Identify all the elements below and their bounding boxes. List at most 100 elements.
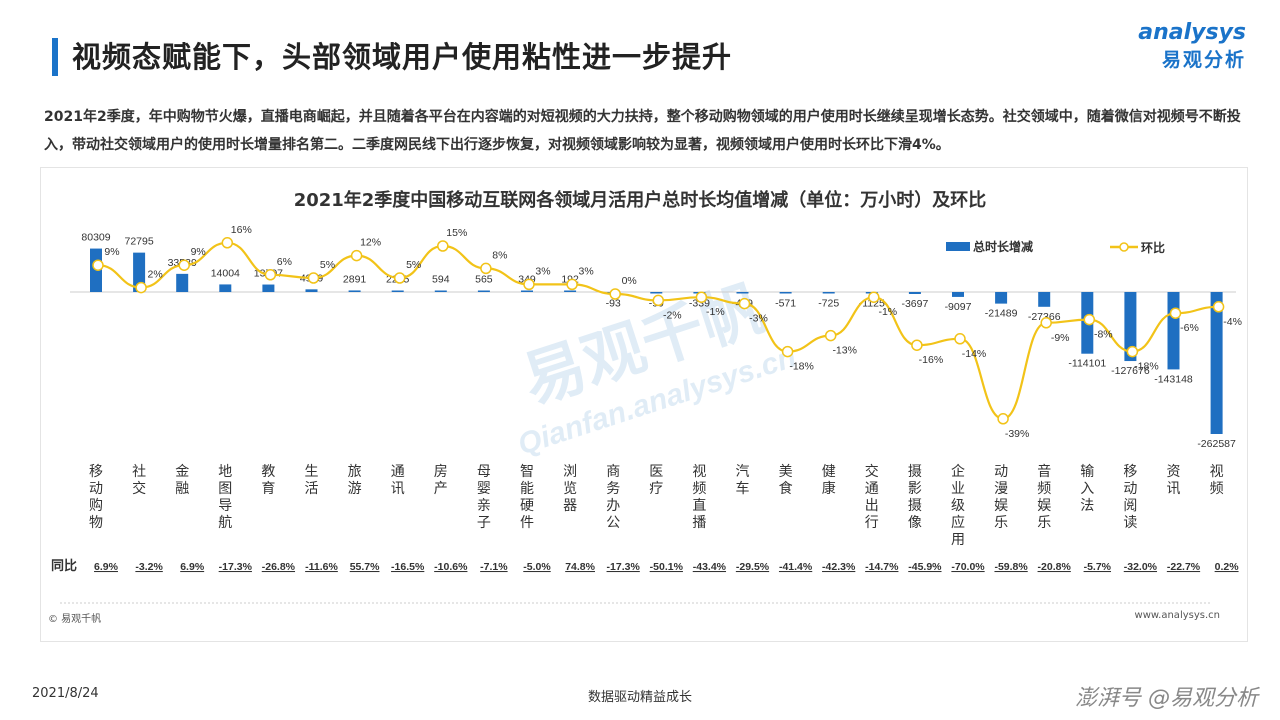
category-label-2: 金融 [175, 463, 189, 496]
yoy-value-1: -3.2% [135, 561, 163, 573]
category-label-21: 动漫娱乐 [994, 463, 1008, 530]
yoy-value-14: -43.4% [693, 561, 727, 573]
qoq-marker-22 [1040, 317, 1052, 329]
category-label-23: 输入法 [1080, 463, 1094, 513]
bar-value-label-6: 2891 [343, 273, 367, 285]
bar-value-label-21: -21489 [985, 308, 1018, 320]
category-label-12: 商务办公 [606, 463, 620, 530]
qoq-label-3: 16% [231, 224, 252, 236]
chart-panel [40, 167, 1248, 642]
qoq-label-8: 15% [446, 227, 467, 239]
description-text: 2021年2季度，年中购物节火爆，直播电商崛起，并且随着各平台在内容端的对短视频… [44, 109, 1241, 153]
chart-title: 2021年2季度中国移动互联网各领域月活用户总时长均值增减（单位：万小时）及环比 [293, 190, 987, 211]
bar-value-label-26: -262587 [1197, 438, 1236, 450]
category-label-17: 健康 [822, 463, 836, 496]
bar-19 [908, 292, 921, 294]
category-label-0: 移动购物 [89, 463, 103, 530]
category-label-1: 社交 [132, 463, 146, 496]
qoq-label-1: 2% [148, 269, 163, 281]
qoq-label-26: -4% [1223, 316, 1242, 328]
bar-value-label-22: -27366 [1028, 311, 1061, 323]
qoq-marker-19 [911, 339, 923, 351]
bar-value-label-8: 594 [432, 274, 450, 286]
category-label-16: 美食 [779, 463, 793, 496]
qoq-label-20: -14% [962, 348, 987, 360]
qoq-marker-25 [1169, 307, 1182, 319]
footer-date: 2021/8/24 [32, 686, 99, 701]
qoq-label-5: 5% [320, 259, 335, 271]
qoq-line [97, 241, 1219, 420]
category-label-4: 教育 [261, 463, 275, 496]
qoq-label-11: 3% [579, 265, 594, 277]
bar-value-label-3: 14004 [211, 267, 240, 279]
yoy-value-20: -70.0% [951, 561, 985, 573]
category-label-26: 视频 [1210, 463, 1224, 496]
category-label-15: 汽车 [736, 463, 750, 496]
yoy-value-21: -59.8% [994, 561, 1028, 573]
footer-brand: 澎湃号 @易观分析 [1075, 686, 1258, 711]
yoy-value-26: 0.2% [1215, 561, 1240, 573]
qoq-marker-26 [1212, 301, 1225, 313]
qoq-marker-10 [523, 278, 535, 291]
bar-2 [176, 273, 189, 292]
qoq-label-23: -8% [1094, 329, 1113, 341]
qoq-marker-11 [566, 278, 578, 291]
bar-24 [1124, 292, 1137, 362]
category-label-3: 地图导航 [218, 463, 232, 530]
legend-line-marker [1119, 242, 1129, 252]
bar-17 [822, 292, 835, 294]
qoq-marker-13 [652, 294, 665, 307]
yoy-value-16: -41.4% [779, 561, 813, 573]
qoq-marker-12 [609, 288, 621, 300]
qoq-label-0: 9% [104, 246, 119, 258]
bar-value-label-12: -93 [606, 298, 621, 310]
qoq-marker-1 [135, 281, 147, 294]
legend-bar-swatch [946, 242, 970, 251]
category-label-5: 生活 [305, 463, 319, 496]
category-label-7: 通讯 [391, 463, 405, 496]
bar-value-label-9: 565 [475, 274, 493, 286]
qoq-marker-15 [738, 297, 751, 310]
yoy-value-24: -32.0% [1124, 561, 1158, 573]
yoy-value-22: -20.8% [1038, 561, 1072, 573]
qoq-marker-17 [824, 329, 837, 342]
qoq-label-13: -2% [663, 309, 682, 321]
qoq-label-21: -39% [1005, 428, 1030, 440]
analysys-logo: analysys 易观分析 [1138, 20, 1246, 72]
category-label-18: 交通出行 [865, 463, 879, 530]
yoy-value-5: -11.6% [305, 561, 338, 573]
bar-21 [995, 292, 1008, 304]
yoy-value-9: -7.1% [480, 561, 508, 573]
bar-4 [262, 284, 275, 292]
yoy-value-8: -10.6% [434, 561, 468, 573]
bar-value-label-16: -571 [775, 298, 796, 310]
qoq-marker-8 [437, 240, 449, 252]
qoq-marker-16 [781, 345, 794, 358]
bar-value-label-23: -114101 [1068, 358, 1106, 370]
bar-value-label-19: -3697 [901, 298, 928, 310]
qoq-label-25: -6% [1180, 322, 1199, 334]
qoq-label-15: -3% [749, 313, 768, 325]
yoy-value-17: -42.3% [822, 561, 856, 573]
logo-text-cn: 易观分析 [1161, 49, 1246, 71]
category-label-24: 移动阅读 [1123, 463, 1137, 530]
bar-20 [952, 292, 964, 297]
qoq-marker-9 [480, 262, 492, 275]
qoq-label-19: -16% [919, 354, 944, 366]
source-url: www.analysys.cn [1134, 610, 1220, 621]
bar-value-label-17: -725 [818, 298, 839, 310]
bar-10 [521, 290, 533, 292]
bar-9 [477, 290, 490, 292]
bar-15 [736, 292, 749, 294]
bar-3 [219, 284, 232, 292]
bar-16 [779, 292, 792, 294]
copyright-label: © 易观千帆 [48, 614, 102, 625]
bar-value-label-0: 80309 [81, 232, 110, 244]
category-label-19: 摄影摄像 [908, 463, 922, 530]
yoy-value-4: -26.8% [262, 561, 296, 573]
qoq-label-7: 5% [406, 259, 421, 271]
yoy-value-23: -5.7% [1084, 561, 1112, 573]
qoq-label-6: 12% [360, 237, 381, 249]
category-label-13: 医疗 [649, 463, 663, 496]
yoy-value-6: 55.7% [350, 561, 380, 573]
